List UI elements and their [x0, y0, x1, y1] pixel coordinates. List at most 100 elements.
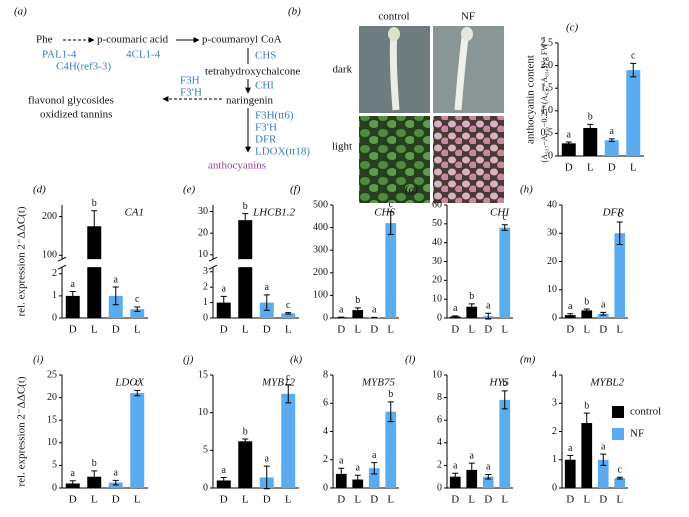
column-label: NF [461, 11, 475, 23]
significance-letter: a [470, 450, 475, 461]
significance-letter: c [389, 199, 394, 210]
y-tick-label: 1.5 [541, 82, 554, 93]
significance-letter: b [92, 458, 97, 469]
significance-letter: c [618, 465, 623, 476]
y-axis-label: rel. expression 2⁻ΔΔC(t) [16, 376, 28, 486]
significance-letter: b [243, 201, 248, 212]
bar [385, 223, 397, 318]
y-tick-label: 3 [552, 398, 557, 409]
x-tick-label: L [387, 494, 394, 506]
x-tick-label: L [285, 494, 292, 506]
y-axis-label: anthocyanin content [525, 55, 537, 144]
significance-letter: a [601, 300, 606, 311]
axis-break [208, 256, 218, 262]
y-tick-label: 10 [198, 407, 208, 418]
x-tick-label: D [220, 324, 228, 336]
significance-letter: a [453, 303, 458, 314]
error-bar [485, 312, 492, 320]
y-tick-label: 3 [203, 266, 208, 277]
y-tick-label: 0 [552, 312, 557, 323]
bar [385, 411, 397, 488]
x-tick-label: D [337, 324, 345, 336]
gene-title: MYB12 [261, 377, 296, 389]
enzyme: PAL1-4 [42, 49, 77, 61]
significance-letter: c [286, 372, 291, 383]
significance-letter: a [610, 126, 615, 137]
panel-label: (a) [14, 6, 27, 18]
y-tick-label: 300 [313, 244, 328, 255]
bar [597, 313, 609, 318]
bar [65, 295, 80, 318]
x-tick-label: D [451, 494, 459, 506]
error-bar [485, 473, 492, 480]
significance-letter: a [453, 461, 458, 472]
x-tick-label: L [134, 324, 141, 336]
error-bar [69, 480, 76, 487]
node: Phe [36, 34, 53, 46]
significance-letter: c [618, 209, 623, 220]
x-tick-label: D [608, 162, 616, 174]
bar-chart: (j) 0 5 10 15 MYB12 a Db La Dc L [183, 354, 299, 506]
error-bar [69, 290, 76, 301]
y-tick-label: 30 [547, 228, 557, 239]
panel-label: (i) [33, 354, 44, 366]
panel-label: (c) [566, 22, 579, 34]
bar-chart: (m) 0 1 2 3 4 MYBL2 a Db La Dc L [520, 354, 628, 506]
error-bar [354, 307, 361, 313]
x-tick-label: D [370, 324, 378, 336]
bar [238, 267, 253, 318]
y-tick-label: 0 [203, 312, 208, 323]
y-tick-label: 2.5 [541, 37, 554, 48]
bar [368, 468, 380, 488]
error-bar [501, 390, 508, 410]
axis-break [57, 256, 67, 262]
pathway: (a) Phe p-coumaric acid p-coumaroyl CoA … [14, 6, 310, 172]
legend-swatch [612, 406, 624, 418]
y-tick-label: 0 [203, 482, 208, 493]
y-tick-label: 2 [552, 426, 557, 437]
y-tick-label: 2 [52, 268, 57, 279]
x-tick-label: D [112, 324, 120, 336]
y-tick-label: 40 [432, 237, 442, 248]
error-bar [112, 479, 119, 486]
bar [449, 476, 461, 488]
y-tick-label: 2.0 [541, 60, 554, 71]
significance-letter: b [469, 291, 474, 302]
axis-break [57, 264, 67, 270]
x-tick-label: D [599, 324, 607, 336]
significance-letter: c [135, 294, 140, 305]
y-tick-label: 8 [323, 369, 328, 380]
x-tick-label: D [484, 324, 492, 336]
error-bar [567, 313, 574, 318]
x-tick-label: L [91, 324, 98, 336]
y-tick-label: 25 [47, 369, 57, 380]
significance-letter: b [243, 426, 248, 437]
error-bar [134, 389, 141, 397]
y-tick-label: 0.5 [541, 128, 554, 139]
enzyme: C4H(ref3-3) [56, 61, 111, 73]
y-tick-label: 0 [552, 482, 557, 493]
y-tick-label: 0 [52, 312, 57, 323]
bar-chart: (h) 0 10 20 30 40 DFR a Db La Dc L [520, 184, 628, 336]
bar-chart: (k) 0 2 4 6 8 MYB75 a Da La Db L [290, 354, 399, 506]
y-tick-label: 200 [42, 211, 57, 222]
bar [626, 70, 641, 156]
y-tick-label: 20 [198, 227, 208, 238]
bar [466, 469, 478, 488]
y-tick-label: 10 [47, 437, 57, 448]
x-tick-label: L [630, 162, 637, 174]
seedling [461, 27, 473, 41]
significance-letter: a [265, 282, 270, 293]
y-tick-label: 0 [548, 150, 553, 161]
legend-label: NF [630, 428, 644, 440]
error-bar [242, 213, 249, 228]
bar [335, 473, 347, 488]
panel-label: (g) [405, 184, 418, 196]
node: oxidized tannins [40, 109, 112, 121]
significance-letter: b [355, 295, 360, 306]
y-tick-label: 0 [437, 312, 442, 323]
enzyme: F3H(tt6) [255, 110, 294, 122]
axis-break [208, 264, 218, 270]
seedling [389, 29, 400, 111]
